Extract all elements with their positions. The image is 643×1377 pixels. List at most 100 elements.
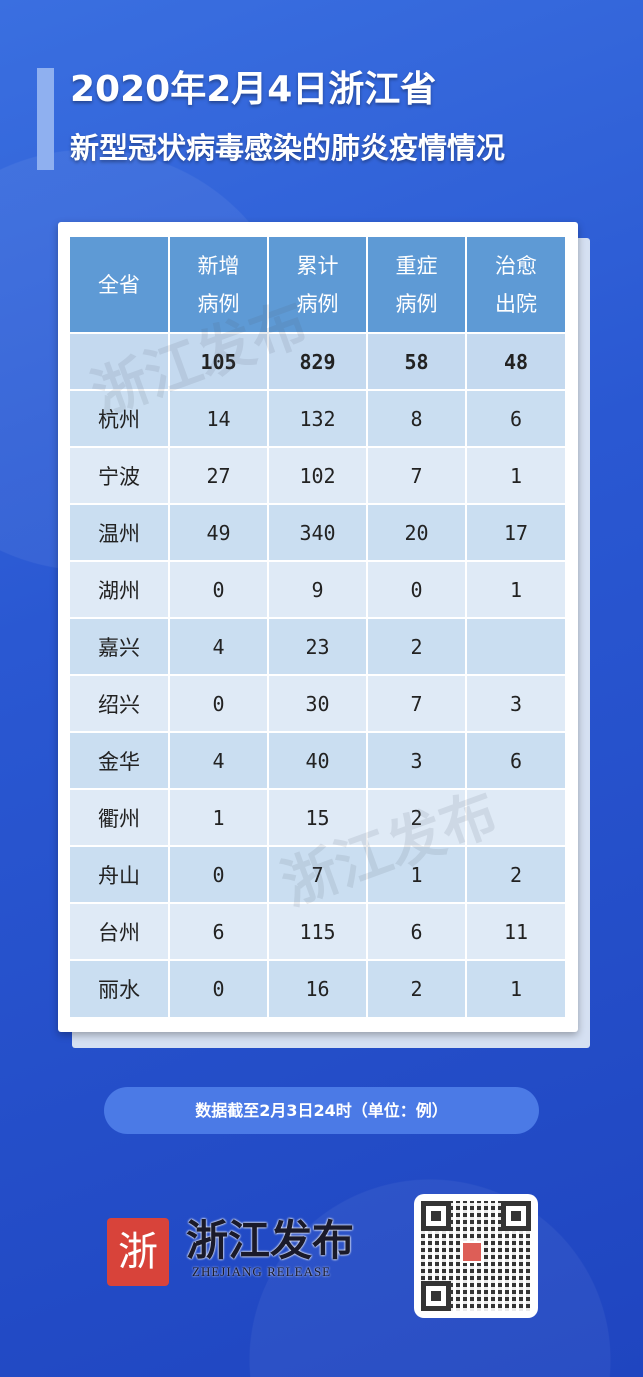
value-cell: 2 (466, 845, 565, 903)
title-accent-bar (37, 68, 54, 170)
city-cell: 绍兴 (70, 674, 170, 732)
value-cell: 4 (169, 731, 269, 789)
city-cell: 丽水 (70, 959, 170, 1017)
header-text: 病例 (395, 291, 438, 316)
value-cell: 102 (268, 446, 368, 504)
qr-finder (501, 1201, 531, 1231)
qr-finder (421, 1281, 451, 1311)
value-cell: 1 (169, 788, 269, 846)
value-cell: 340 (268, 503, 368, 561)
value-cell: 49 (169, 503, 269, 561)
value-cell: 14 (169, 389, 269, 447)
value-cell: 115 (268, 902, 368, 960)
city-cell: 嘉兴 (70, 617, 170, 675)
data-cutoff-note: 数据截至2月3日24时（单位：例） (104, 1087, 539, 1134)
header-text: 重症 (395, 253, 438, 278)
value-cell: 7 (268, 845, 368, 903)
value-cell: 2 (367, 788, 467, 846)
qr-finder (421, 1201, 451, 1231)
header-text: 全省 (98, 272, 140, 297)
value-cell: 0 (367, 560, 467, 618)
value-cell: 1 (367, 845, 467, 903)
table-row: 丽水 0 16 2 1 (70, 959, 565, 1017)
table-row: 杭州 14 132 8 6 (70, 389, 565, 447)
value-cell: 7 (367, 446, 467, 504)
value-cell: 0 (169, 560, 269, 618)
value-cell: 6 (466, 731, 565, 789)
value-cell: 15 (268, 788, 368, 846)
value-cell: 2 (367, 959, 467, 1017)
header-text: 病例 (296, 291, 339, 316)
table-row: 湖州 0 9 0 1 (70, 560, 565, 618)
zhejiang-release-logo: 浙 (107, 1218, 169, 1286)
epidemic-table: 全省 新增 病例 累计 病例 重症 病例 治愈 出院 105 829 58 48 杭州 14 132 8 6 宁波… (70, 237, 565, 1017)
page-title: 2020年2月4日浙江省 (70, 69, 437, 110)
qr-pattern (421, 1201, 531, 1311)
value-cell: 17 (466, 503, 565, 561)
header-row: 全省 新增 病例 累计 病例 重症 病例 治愈 出院 (70, 237, 565, 333)
value-cell: 2 (367, 617, 467, 675)
table-row: 台州 6 115 6 11 (70, 902, 565, 960)
value-cell: 58 (367, 332, 467, 390)
table-row: 舟山 0 7 1 2 (70, 845, 565, 903)
value-cell: 0 (169, 674, 269, 732)
value-cell: 1 (466, 959, 565, 1017)
header-text: 新增 (197, 253, 240, 278)
value-cell: 132 (268, 389, 368, 447)
value-cell: 11 (466, 902, 565, 960)
value-cell: 0 (169, 845, 269, 903)
table-row: 温州 49 340 20 17 (70, 503, 565, 561)
page-subtitle: 新型冠状病毒感染的肺炎疫情情况 (70, 131, 506, 165)
table-row: 嘉兴 4 23 2 (70, 617, 565, 675)
column-header: 全省 (70, 237, 170, 333)
table-row: 绍兴 0 30 7 3 (70, 674, 565, 732)
value-cell: 7 (367, 674, 467, 732)
value-cell: 3 (466, 674, 565, 732)
table-row: 金华 4 40 3 6 (70, 731, 565, 789)
value-cell: 9 (268, 560, 368, 618)
city-cell: 台州 (70, 902, 170, 960)
value-cell (466, 617, 565, 675)
city-cell: 宁波 (70, 446, 170, 504)
table-row: 衢州 1 15 2 (70, 788, 565, 846)
header-text: 治愈 (495, 253, 537, 278)
city-cell: 衢州 (70, 788, 170, 846)
value-cell: 8 (367, 389, 467, 447)
value-cell: 6 (169, 902, 269, 960)
value-cell: 105 (169, 332, 269, 390)
total-row: 105 829 58 48 (70, 332, 565, 390)
value-cell: 0 (169, 959, 269, 1017)
brand-english: ZHEJIANG RELEASE (192, 1264, 332, 1279)
city-cell (70, 332, 170, 390)
header-text: 累计 (296, 253, 339, 278)
value-cell: 40 (268, 731, 368, 789)
value-cell: 3 (367, 731, 467, 789)
city-cell: 杭州 (70, 389, 170, 447)
value-cell: 6 (367, 902, 467, 960)
column-header: 新增 病例 (169, 237, 269, 333)
table-row: 宁波 27 102 7 1 (70, 446, 565, 504)
column-header: 治愈 出院 (466, 237, 565, 333)
qr-code (414, 1194, 538, 1318)
value-cell: 16 (268, 959, 368, 1017)
value-cell (466, 788, 565, 846)
qr-logo-icon (461, 1241, 483, 1263)
brand-name: 浙江发布 (186, 1216, 355, 1265)
column-header: 重症 病例 (367, 237, 467, 333)
value-cell: 30 (268, 674, 368, 732)
value-cell: 4 (169, 617, 269, 675)
header-text: 病例 (197, 291, 240, 316)
value-cell: 6 (466, 389, 565, 447)
column-header: 累计 病例 (268, 237, 368, 333)
value-cell: 1 (466, 560, 565, 618)
city-cell: 温州 (70, 503, 170, 561)
value-cell: 23 (268, 617, 368, 675)
value-cell: 27 (169, 446, 269, 504)
city-cell: 金华 (70, 731, 170, 789)
value-cell: 1 (466, 446, 565, 504)
header-text: 出院 (495, 291, 537, 316)
city-cell: 湖州 (70, 560, 170, 618)
value-cell: 20 (367, 503, 467, 561)
value-cell: 829 (268, 332, 368, 390)
city-cell: 舟山 (70, 845, 170, 903)
